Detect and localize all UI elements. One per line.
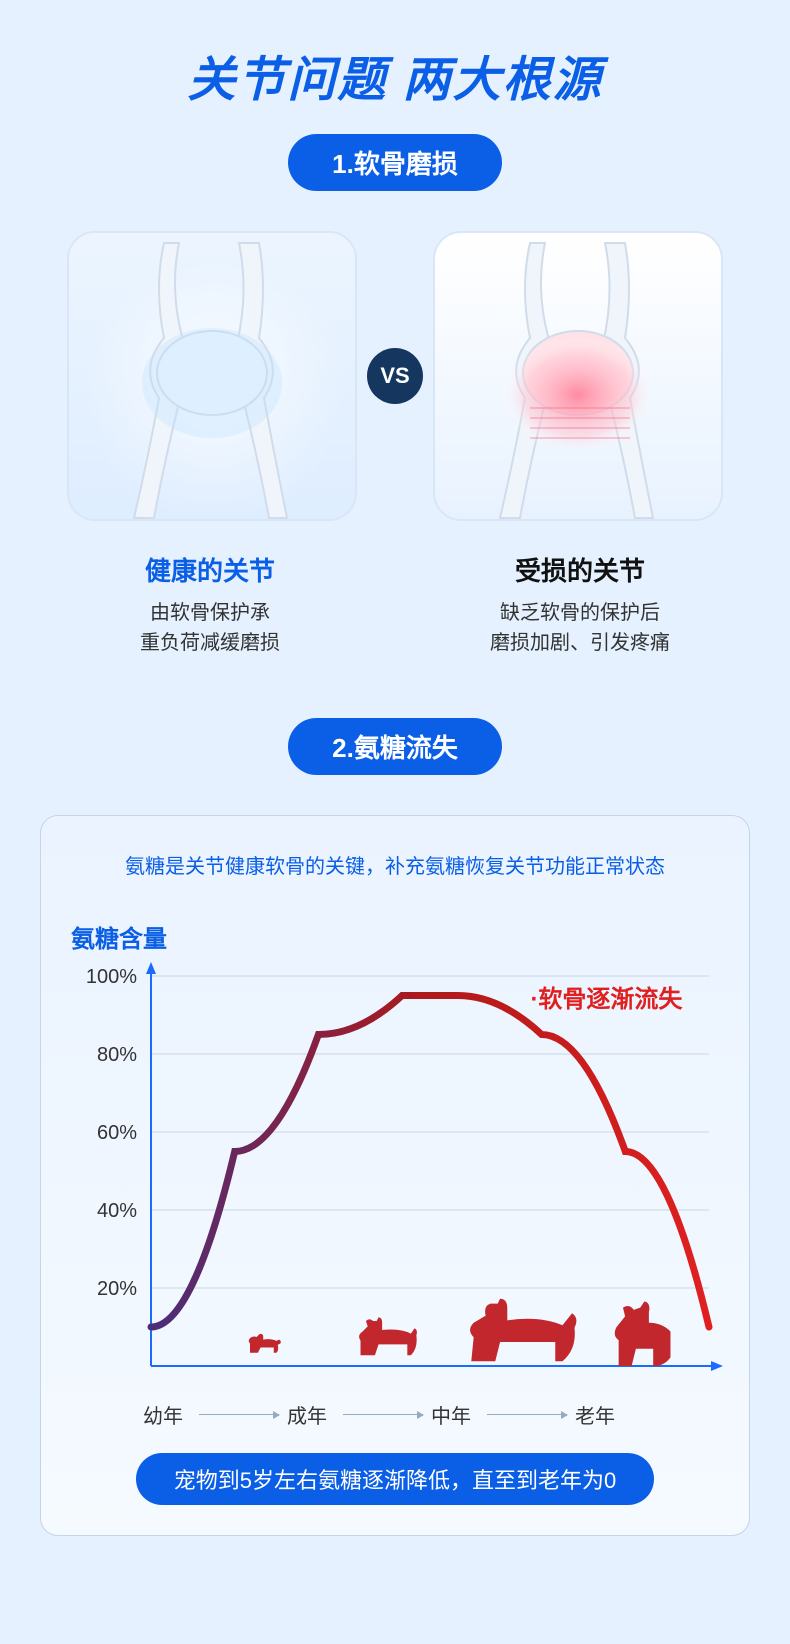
- chart-area: 100% 80% 60% 40% 20% ·软骨逐渐流失: [79, 966, 719, 1386]
- chart-footer-pill: 宠物到5岁左右氨糖逐渐降低，直至到老年为0: [136, 1453, 654, 1505]
- x-label: 成年: [287, 1400, 327, 1429]
- healthy-title: 健康的关节: [65, 551, 355, 588]
- damaged-joint-card: [433, 231, 723, 521]
- chart-intro: 氨糖是关节健康软骨的关键，补充氨糖恢复关节功能正常状态: [71, 850, 719, 879]
- x-label: 幼年: [143, 1400, 183, 1429]
- damaged-label-col: 受损的关节 缺乏软骨的保护后磨损加剧、引发疼痛: [435, 551, 725, 658]
- svg-text:80%: 80%: [97, 1044, 137, 1066]
- x-axis-labels: 幼年 成年 中年 老年: [143, 1400, 719, 1429]
- x-label: 老年: [575, 1400, 615, 1429]
- healthy-desc: 由软骨保护承重负荷减缓磨损: [65, 598, 355, 658]
- section1-pill: 1.软骨磨损: [288, 134, 502, 191]
- damaged-joint-illustration: [435, 233, 723, 521]
- damaged-desc: 缺乏软骨的保护后磨损加剧、引发疼痛: [435, 598, 725, 658]
- section2-pill: 2.氨糖流失: [288, 718, 502, 775]
- svg-text:60%: 60%: [97, 1122, 137, 1144]
- healthy-label-col: 健康的关节 由软骨保护承重负荷减缓磨损: [65, 551, 355, 658]
- damaged-title: 受损的关节: [435, 551, 725, 588]
- main-title: 关节问题 两大根源: [0, 40, 790, 110]
- healthy-joint-illustration: [69, 233, 357, 521]
- chart-panel: 氨糖是关节健康软骨的关键，补充氨糖恢复关节功能正常状态 氨糖含量 100% 80%…: [40, 815, 750, 1536]
- vs-badge: VS: [367, 348, 423, 404]
- svg-text:20%: 20%: [97, 1278, 137, 1300]
- line-chart: 100% 80% 60% 40% 20% ·软骨逐渐流失: [79, 966, 719, 1386]
- y-axis-title: 氨糖含量: [71, 919, 719, 954]
- svg-text:·软骨逐渐流失: ·软骨逐渐流失: [530, 985, 683, 1013]
- joint-compare-row: VS: [0, 231, 790, 521]
- healthy-joint-card: [67, 231, 357, 521]
- compare-labels-row: 健康的关节 由软骨保护承重负荷减缓磨损 受损的关节 缺乏软骨的保护后磨损加剧、引…: [0, 551, 790, 658]
- svg-text:100%: 100%: [86, 966, 137, 988]
- svg-text:40%: 40%: [97, 1200, 137, 1222]
- x-label: 中年: [431, 1400, 471, 1429]
